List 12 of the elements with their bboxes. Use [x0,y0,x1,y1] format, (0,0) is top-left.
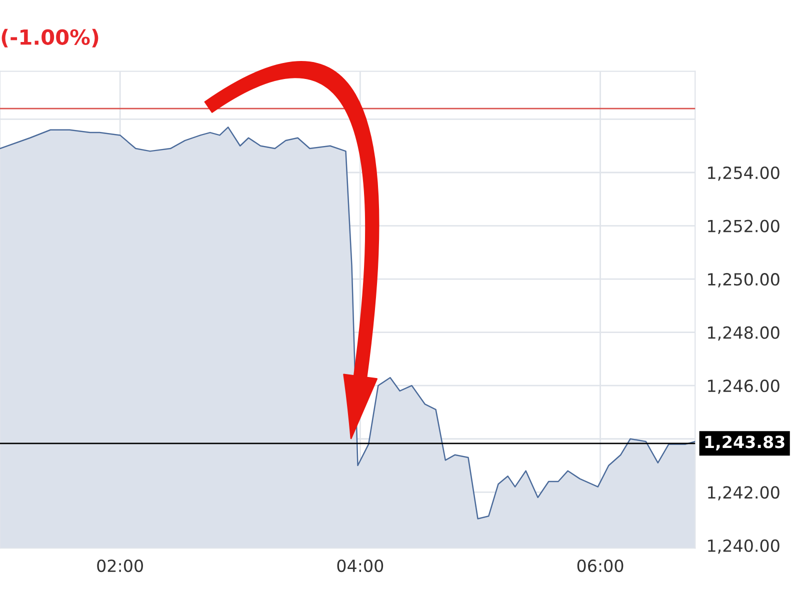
y-tick-label: 1,240.00 [708,539,780,554]
chart-title: (-1.00%) [2,28,98,48]
y-tick-label: 1,248.00 [708,326,780,341]
y-tick-label: 1,252.00 [708,220,780,234]
y-tick-label: 1,254.00 [708,166,780,181]
y-tick-label: 1,246.00 [708,380,780,394]
y-tick-label: 1,242.00 [708,486,780,500]
ref-line-label: 1,243.83 [705,436,784,450]
y-tick-label: 1,250.00 [708,273,780,288]
x-tick-label: 04:00 [337,559,384,572]
x-tick-label: 06:00 [577,559,624,572]
x-tick-label: 02:00 [97,559,143,572]
